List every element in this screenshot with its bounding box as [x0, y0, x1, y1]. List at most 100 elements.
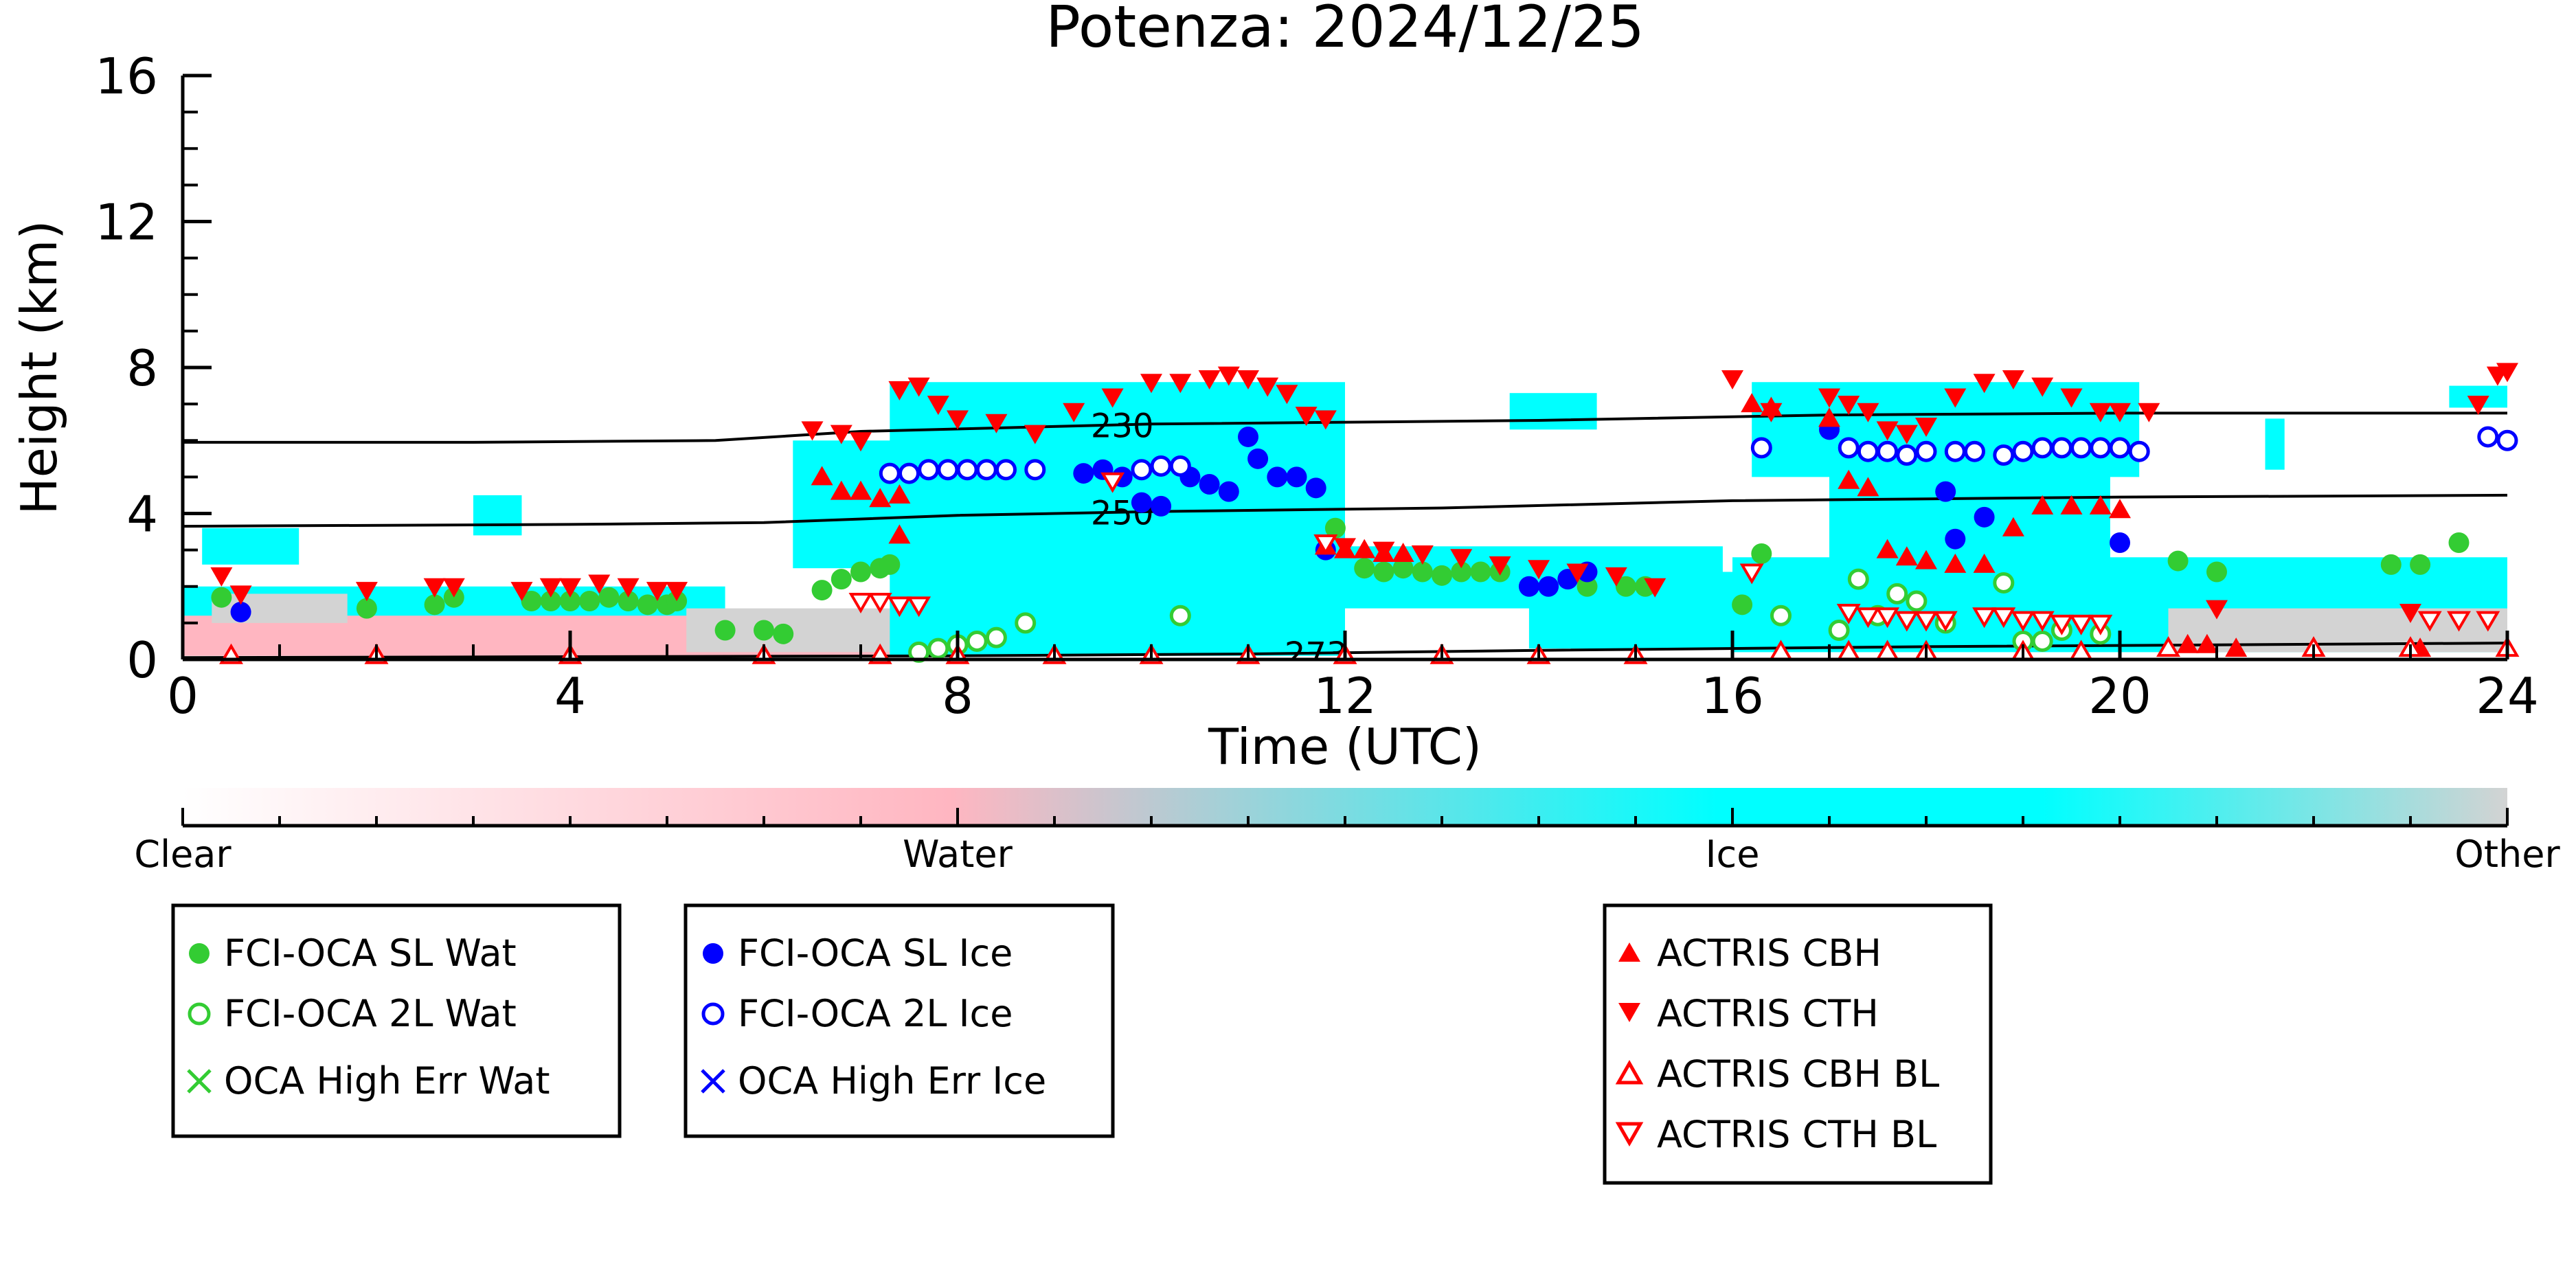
data-point: [1886, 583, 1908, 605]
legend-marker-cth-bl: [1615, 1122, 1644, 1147]
data-point: [899, 462, 920, 484]
chart-title: Potenza: 2024/12/25: [1046, 0, 1645, 60]
legend-water: FCI-OCA SL Wat FCI-OCA 2L Wat OCA High E…: [171, 903, 622, 1138]
data-point: [1566, 563, 1589, 583]
colorbar: Clear Water Ice Other: [134, 788, 2560, 876]
data-point: [2206, 600, 2228, 620]
data-point: [1906, 590, 1928, 612]
data-point: [1973, 553, 1996, 573]
data-point: [927, 637, 949, 659]
data-point: [1217, 366, 1240, 386]
data-point: [229, 585, 252, 605]
colorbar-ticks: [181, 808, 2509, 826]
data-point: [2060, 495, 2083, 515]
data-point: [1915, 440, 1937, 462]
data-point: [1131, 459, 1153, 481]
data-point: [1838, 469, 1860, 489]
data-point: [985, 626, 1007, 648]
legend-label-2l-wat: FCI-OCA 2L Wat: [224, 992, 517, 1035]
x-axis-label: Time (UTC): [1208, 718, 1482, 776]
data-point: [937, 459, 959, 481]
legend-marker-higherr-ice: [701, 1069, 725, 1094]
data-point: [1314, 410, 1337, 430]
data-point: [598, 587, 620, 608]
data-point: [2049, 614, 2074, 635]
data-point: [1151, 495, 1172, 517]
data-point: [850, 432, 872, 452]
data-point: [1354, 558, 1375, 579]
data-point: [211, 587, 232, 608]
classification-region: [202, 528, 300, 565]
data-point: [1198, 370, 1221, 389]
data-point: [1944, 440, 1966, 462]
data-point: [1313, 534, 1338, 555]
legend-water-frame: [171, 903, 622, 1138]
data-point: [423, 578, 446, 598]
data-point: [956, 459, 978, 481]
data-point: [442, 578, 465, 598]
data-point: [1015, 612, 1037, 634]
data-point: [966, 630, 988, 652]
data-point: [1944, 553, 1967, 573]
data-point: [1353, 539, 1376, 558]
data-point: [888, 381, 911, 400]
classification-region: [473, 495, 522, 536]
data-point: [1199, 474, 1220, 495]
data-point: [1751, 543, 1772, 564]
data-point: [831, 569, 852, 590]
data-point: [521, 591, 542, 611]
series-fci-oca-2l-ice: [879, 426, 2518, 484]
data-point: [1732, 594, 1753, 615]
data-point: [1838, 437, 1860, 459]
data-point: [1644, 578, 1667, 598]
legend-marker-2l-wat: [188, 1002, 211, 1026]
data-point: [947, 410, 969, 430]
y-tick-label: 16: [95, 47, 158, 105]
colorbar-label-other: Other: [2454, 833, 2560, 876]
legend-label-cth-bl: ACTRIS CTH BL: [1657, 1113, 1936, 1156]
data-point: [2069, 614, 2094, 635]
data-point: [887, 596, 912, 618]
data-point: [811, 466, 833, 486]
data-point: [1876, 421, 1899, 441]
data-point: [1945, 528, 1966, 550]
data-point: [579, 591, 600, 611]
data-point: [1063, 403, 1085, 422]
data-point: [2088, 614, 2113, 635]
legend-label-cbh: ACTRIS CBH: [1657, 931, 1882, 975]
data-point: [985, 414, 1008, 433]
data-point: [1750, 437, 1772, 459]
data-point: [1528, 560, 1550, 580]
legend-marker-cbh: [1618, 942, 1640, 962]
legend-label-sl-ice: FCI-OCA SL Ice: [738, 931, 1013, 975]
data-point: [1267, 466, 1288, 488]
y-tick-label: 8: [126, 339, 158, 397]
data-point: [1739, 563, 1764, 585]
data-point: [1857, 403, 1879, 422]
data-point: [1489, 556, 1511, 576]
data-point: [1875, 607, 1900, 629]
data-point: [230, 601, 251, 622]
data-point: [888, 524, 911, 544]
data-point: [2109, 499, 2131, 519]
data-point: [1451, 561, 1472, 583]
data-point: [907, 377, 930, 397]
data-point: [879, 554, 901, 575]
data-point: [1256, 377, 1279, 397]
data-point: [666, 582, 688, 602]
x-tick-label: 20: [2088, 667, 2151, 725]
data-point: [1073, 463, 1094, 484]
legend-actris: ACTRIS CBH ACTRIS CTH ACTRIS CBH BL ACTR…: [1603, 903, 1993, 1185]
legend-marker-sl-ice: [703, 943, 723, 964]
data-point: [1518, 576, 1539, 597]
data-point: [1024, 425, 1046, 444]
data-point: [1855, 607, 1880, 629]
data-point: [1741, 393, 1763, 413]
data-point: [2109, 403, 2131, 422]
data-point: [1933, 611, 1958, 632]
data-point: [2410, 554, 2431, 575]
data-point: [1295, 407, 1318, 427]
data-point: [1238, 426, 1258, 447]
y-tick-label: 12: [95, 194, 158, 251]
